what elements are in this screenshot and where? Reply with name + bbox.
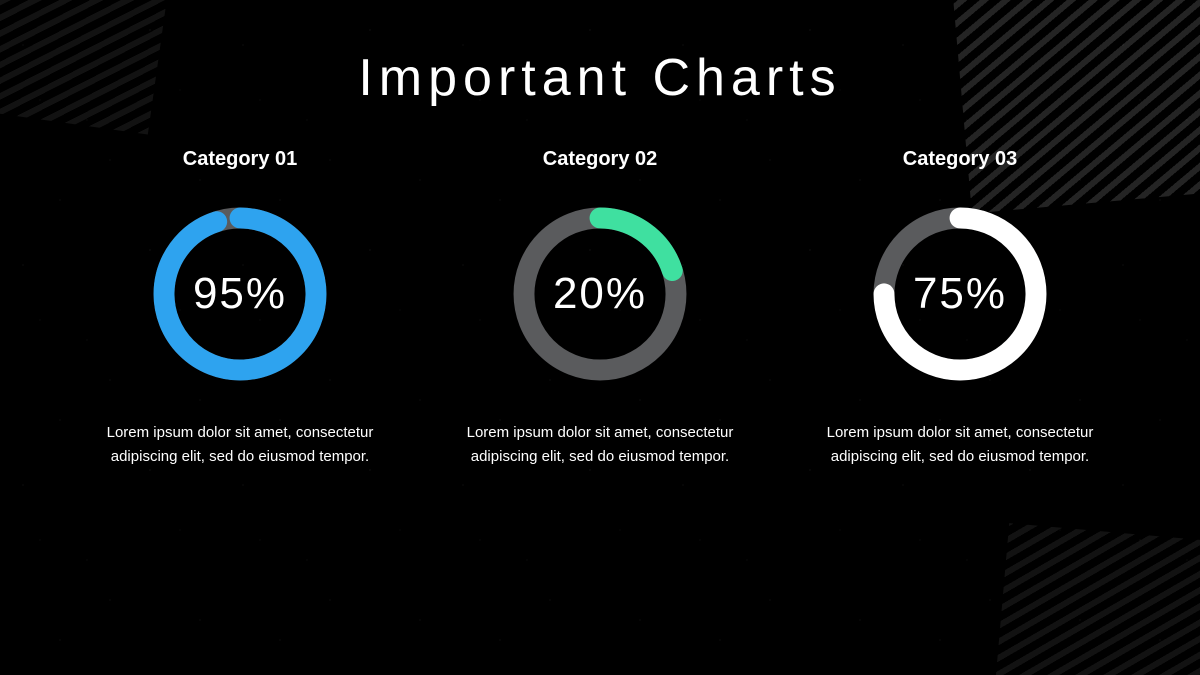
percent-value: 75% <box>865 199 1055 389</box>
slide: Important Charts Category 01 95% Lorem i… <box>0 0 1200 675</box>
page-title: Important Charts <box>358 48 841 108</box>
progress-ring-01: 95% <box>145 199 335 389</box>
category-description: Lorem ipsum dolor sit amet, consectetur … <box>100 421 380 469</box>
category-card-01: Category 01 95% Lorem ipsum dolor sit am… <box>70 148 410 469</box>
percent-value: 20% <box>505 199 695 389</box>
category-card-03: Category 03 75% Lorem ipsum dolor sit am… <box>790 148 1130 469</box>
category-label: Category 01 <box>183 148 298 171</box>
category-label: Category 02 <box>543 148 658 171</box>
category-description: Lorem ipsum dolor sit amet, consectetur … <box>460 421 740 469</box>
progress-ring-03: 75% <box>865 199 1055 389</box>
percent-value: 95% <box>145 199 335 389</box>
category-cards: Category 01 95% Lorem ipsum dolor sit am… <box>70 148 1130 469</box>
category-description: Lorem ipsum dolor sit amet, consectetur … <box>820 421 1100 469</box>
category-card-02: Category 02 20% Lorem ipsum dolor sit am… <box>430 148 770 469</box>
category-label: Category 03 <box>903 148 1018 171</box>
progress-ring-02: 20% <box>505 199 695 389</box>
